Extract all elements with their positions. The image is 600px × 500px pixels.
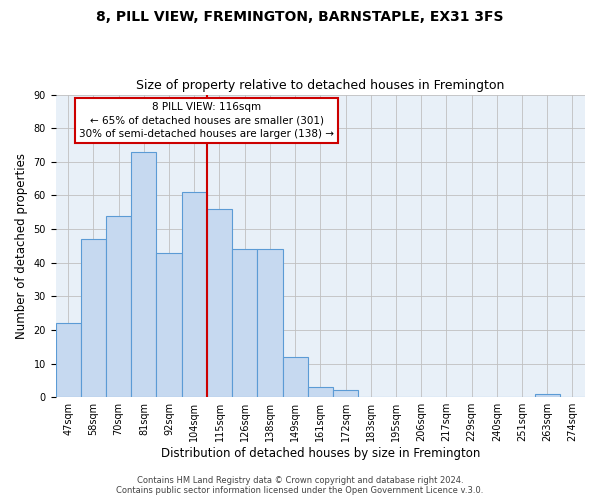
Bar <box>333 390 358 397</box>
Bar <box>56 323 81 397</box>
Bar <box>207 209 232 397</box>
Bar <box>157 252 182 397</box>
X-axis label: Distribution of detached houses by size in Fremington: Distribution of detached houses by size … <box>161 447 480 460</box>
Bar <box>283 357 308 397</box>
Text: Contains HM Land Registry data © Crown copyright and database right 2024.
Contai: Contains HM Land Registry data © Crown c… <box>116 476 484 495</box>
Bar <box>535 394 560 397</box>
Text: 8, PILL VIEW, FREMINGTON, BARNSTAPLE, EX31 3FS: 8, PILL VIEW, FREMINGTON, BARNSTAPLE, EX… <box>96 10 504 24</box>
Title: Size of property relative to detached houses in Fremington: Size of property relative to detached ho… <box>136 79 505 92</box>
Bar <box>106 216 131 397</box>
Bar <box>232 249 257 397</box>
Bar <box>308 387 333 397</box>
Text: 8 PILL VIEW: 116sqm
← 65% of detached houses are smaller (301)
30% of semi-detac: 8 PILL VIEW: 116sqm ← 65% of detached ho… <box>79 102 334 139</box>
Bar <box>81 239 106 397</box>
Bar <box>182 192 207 397</box>
Bar <box>131 152 157 397</box>
Y-axis label: Number of detached properties: Number of detached properties <box>15 153 28 339</box>
Bar <box>257 249 283 397</box>
